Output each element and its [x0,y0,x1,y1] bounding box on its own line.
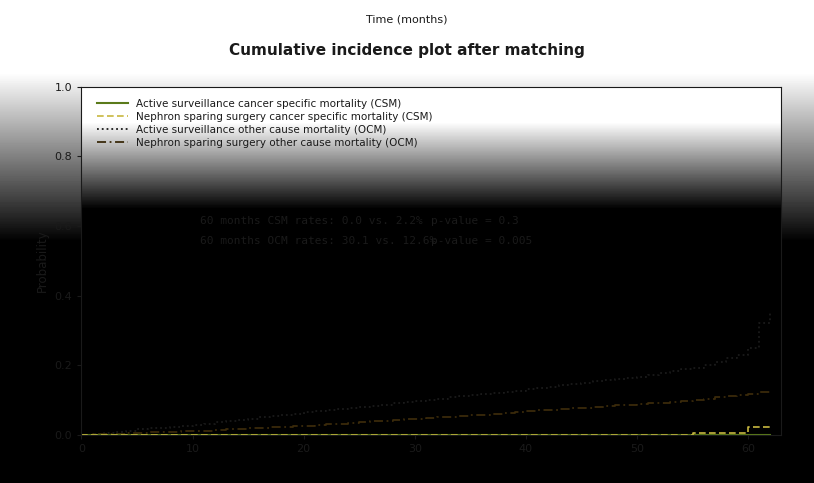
Nephron sparing surgery other cause mortality (OCM) [721,394,731,399]
Nephron sparing surgery cancer specific mortality (CSM) [676,432,686,438]
Nephron sparing surgery cancer specific mortality (CSM) [743,424,753,430]
Nephron sparing surgery cancer specific mortality (CSM) [77,432,86,438]
Active surveillance other cause mortality (OCM) [243,417,253,423]
Nephron sparing surgery other cause mortality (OCM) [765,388,775,394]
Nephron sparing surgery cancer specific mortality (CSM) [688,432,698,438]
Active surveillance other cause mortality (OCM) [721,355,731,361]
Nephron sparing surgery other cause mortality (OCM) [254,425,264,431]
Nephron sparing surgery other cause mortality (OCM) [77,432,86,438]
Text: 60 months OCM rates: 30.1 vs. 12.6%: 60 months OCM rates: 30.1 vs. 12.6% [200,237,436,246]
Nephron sparing surgery other cause mortality (OCM) [676,399,686,405]
Text: p-value = 0.3: p-value = 0.3 [431,215,519,226]
Active surveillance other cause mortality (OCM) [254,414,264,420]
Nephron sparing surgery cancer specific mortality (CSM) [676,432,686,438]
Active surveillance other cause mortality (OCM) [676,368,686,374]
Line: Nephron sparing surgery cancer specific mortality (CSM): Nephron sparing surgery cancer specific … [81,427,770,435]
Nephron sparing surgery cancer specific mortality (CSM) [765,424,775,430]
Text: Time (months): Time (months) [366,14,448,25]
Line: Nephron sparing surgery other cause mortality (OCM): Nephron sparing surgery other cause mort… [81,391,770,435]
Nephron sparing surgery other cause mortality (OCM) [510,410,519,416]
Nephron sparing surgery other cause mortality (OCM) [243,426,253,432]
Nephron sparing surgery cancer specific mortality (CSM) [765,424,775,430]
Active surveillance other cause mortality (OCM) [765,310,775,316]
Text: p-value = 0.005: p-value = 0.005 [431,237,532,246]
Active surveillance other cause mortality (OCM) [654,370,664,376]
Nephron sparing surgery cancer specific mortality (CSM) [688,430,698,436]
Line: Active surveillance other cause mortality (OCM): Active surveillance other cause mortalit… [81,313,770,435]
Active surveillance other cause mortality (OCM) [510,389,519,395]
Text: 60 months CSM rates: 0.0 vs. 2.2%: 60 months CSM rates: 0.0 vs. 2.2% [200,215,423,226]
Nephron sparing surgery cancer specific mortality (CSM) [743,430,753,436]
Text: Cumulative incidence plot after matching: Cumulative incidence plot after matching [229,43,585,58]
Nephron sparing surgery other cause mortality (OCM) [654,400,664,406]
Legend: Active surveillance cancer specific mortality (CSM), Nephron sparing surgery can: Active surveillance cancer specific mort… [94,96,436,151]
Y-axis label: Probability: Probability [36,229,49,292]
Active surveillance other cause mortality (OCM) [77,432,86,438]
